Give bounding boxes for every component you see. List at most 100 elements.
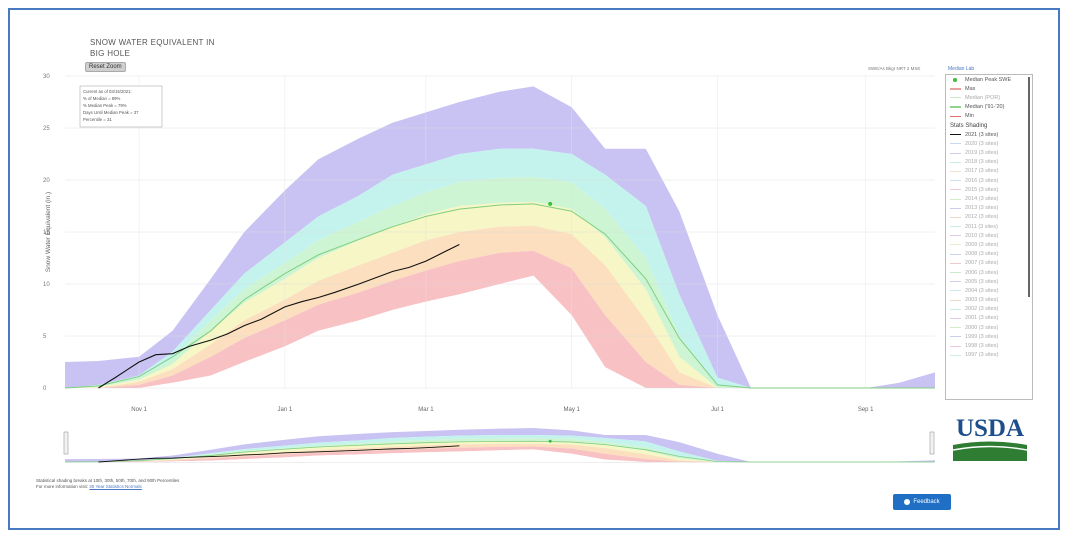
usda-logo-stripe xyxy=(952,445,1028,451)
legend-item[interactable]: 2021 (3 sites) xyxy=(946,130,1032,139)
legend-label: 2019 (3 sites) xyxy=(965,150,999,157)
legend-item[interactable]: 2003 (3 sites) xyxy=(946,296,1032,305)
legend-item[interactable]: 2012 (3 sites) xyxy=(946,213,1032,222)
legend-item[interactable]: 2018 (3 sites) xyxy=(946,158,1032,167)
legend-swatch xyxy=(950,354,961,356)
y-tick-label: 20 xyxy=(43,178,50,184)
x-tick-label: Jul 1 xyxy=(711,407,724,413)
legend-swatch xyxy=(950,170,961,172)
legend-item[interactable]: 2001 (3 sites) xyxy=(946,314,1032,323)
legend-item[interactable]: 2010 (3 sites) xyxy=(946,231,1032,240)
legend-label: Min xyxy=(965,113,974,120)
y-axis-label: Snow Water Equivalent (in.) xyxy=(45,192,52,272)
legend-item[interactable]: Max xyxy=(946,84,1032,93)
legend-swatch xyxy=(950,180,961,182)
legend-item[interactable]: 2016 (3 sites) xyxy=(946,176,1032,185)
legend-label: 2013 (3 sites) xyxy=(965,205,999,212)
legend-swatch xyxy=(953,77,957,82)
usda-logo-text: USDA xyxy=(956,415,1024,442)
legend-swatch xyxy=(950,161,961,163)
footnote-shading-note: Statistical shading breaks at 10th, 30th… xyxy=(36,478,180,483)
legend-item[interactable]: 2014 (3 sites) xyxy=(946,194,1032,203)
chat-bubble-icon xyxy=(904,499,911,505)
legend-item[interactable]: 2004 (3 sites) xyxy=(946,286,1032,295)
legend-label: 2005 (3 sites) xyxy=(965,278,999,285)
legend-label: 2017 (3 sites) xyxy=(965,168,999,175)
legend-item[interactable]: 2017 (3 sites) xyxy=(946,167,1032,176)
navigator-handle-right[interactable] xyxy=(929,431,935,455)
legend-label: 2018 (3 sites) xyxy=(965,159,999,166)
legend-item[interactable]: 2005 (3 sites) xyxy=(946,277,1032,286)
footnote-link[interactable]: 30 Year Statistics Normals xyxy=(89,484,142,489)
stats-box xyxy=(79,85,163,128)
band-max xyxy=(65,86,935,389)
navigator-band xyxy=(65,446,935,462)
stats-line: Percentile = 31 xyxy=(83,117,112,122)
legend-swatch xyxy=(950,262,961,264)
legend-swatch xyxy=(950,235,961,237)
x-tick-label: Mar 1 xyxy=(418,407,434,413)
legend-swatch xyxy=(950,336,961,338)
legend-item[interactable]: 2000 (3 sites) xyxy=(946,323,1032,332)
legend-item[interactable]: Median ('91-'20) xyxy=(946,103,1032,112)
legend-label: 2001 (3 sites) xyxy=(965,315,999,322)
stats-line: % of Median = 89% xyxy=(83,96,121,101)
legend-item[interactable]: 2002 (3 sites) xyxy=(946,305,1032,314)
legend-item[interactable]: Stats Shading xyxy=(946,121,1032,130)
legend-item[interactable]: Min xyxy=(946,112,1032,121)
y-tick-label: 10 xyxy=(43,282,50,288)
median-line xyxy=(64,203,935,389)
legend-item[interactable]: 2011 (3 sites) xyxy=(946,222,1032,231)
navigator-band xyxy=(65,449,935,462)
legend-swatch xyxy=(950,272,961,274)
legend-label: Stats Shading xyxy=(950,122,988,129)
legend-swatch xyxy=(950,88,961,90)
legend-item[interactable]: 2007 (3 sites) xyxy=(946,259,1032,268)
feedback-button[interactable]: Feedback xyxy=(893,494,951,510)
current-year-line xyxy=(98,243,460,389)
usda-logo-hills xyxy=(953,441,1027,461)
navigator-handle-left[interactable] xyxy=(63,431,69,455)
reset-zoom-button[interactable]: Reset Zoom xyxy=(85,62,126,72)
legend-swatch xyxy=(950,327,961,329)
band-min xyxy=(65,275,935,388)
legend-item[interactable]: 1999 (3 sites) xyxy=(946,332,1032,341)
legend-swatch xyxy=(950,345,961,347)
legend-label: 2020 (3 sites) xyxy=(965,140,999,147)
legend-item[interactable]: 2019 (3 sites) xyxy=(946,149,1032,158)
legend-swatch xyxy=(950,133,961,136)
legend-label: 2004 (3 sites) xyxy=(965,287,999,294)
legend-link[interactable]: Median Lab xyxy=(948,66,975,72)
y-tick-label: 5 xyxy=(43,334,47,340)
legend-label: 2008 (3 sites) xyxy=(965,251,999,258)
legend-label: 2015 (3 sites) xyxy=(965,186,999,193)
legend-swatch xyxy=(950,244,961,246)
legend-swatch xyxy=(950,281,961,283)
legend-label: 2000 (3 sites) xyxy=(965,324,999,331)
legend-item[interactable]: 1997 (3 sites) xyxy=(946,351,1032,360)
legend-item[interactable]: 1998 (3 sites) xyxy=(946,341,1032,350)
legend-item[interactable]: Median (POR) xyxy=(946,93,1032,102)
legend-item[interactable]: Median Peak SWE xyxy=(946,75,1032,84)
navigator-median-line xyxy=(64,440,935,463)
legend-swatch xyxy=(950,317,961,319)
legend-label: 1999 (3 sites) xyxy=(965,333,999,340)
legend-label: 2009 (3 sites) xyxy=(965,241,999,248)
legend-item[interactable]: 2006 (3 sites) xyxy=(946,268,1032,277)
x-tick-label: Jan 1 xyxy=(278,407,293,413)
legend-label: 1997 (3 sites) xyxy=(965,352,999,359)
legend-item[interactable]: 2020 (3 sites) xyxy=(946,139,1032,148)
chart-note: SWE/As Bkgr NRT 2 MSE xyxy=(868,66,921,71)
legend-label: 2007 (3 sites) xyxy=(965,260,999,267)
legend-swatch xyxy=(950,198,961,200)
navigator-peak-marker xyxy=(548,439,552,443)
legend-scrollbar[interactable] xyxy=(1028,77,1030,297)
legend-item[interactable]: 2015 (3 sites) xyxy=(946,185,1032,194)
legend-item[interactable]: 2009 (3 sites) xyxy=(946,240,1032,249)
legend-item[interactable]: 2008 (3 sites) xyxy=(946,250,1032,259)
legend-label: 2014 (3 sites) xyxy=(965,196,999,203)
stats-line: Days Until Median Peak = 37 xyxy=(83,110,139,115)
median-peak-marker xyxy=(548,201,553,206)
legend-item[interactable]: 2013 (3 sites) xyxy=(946,204,1032,213)
